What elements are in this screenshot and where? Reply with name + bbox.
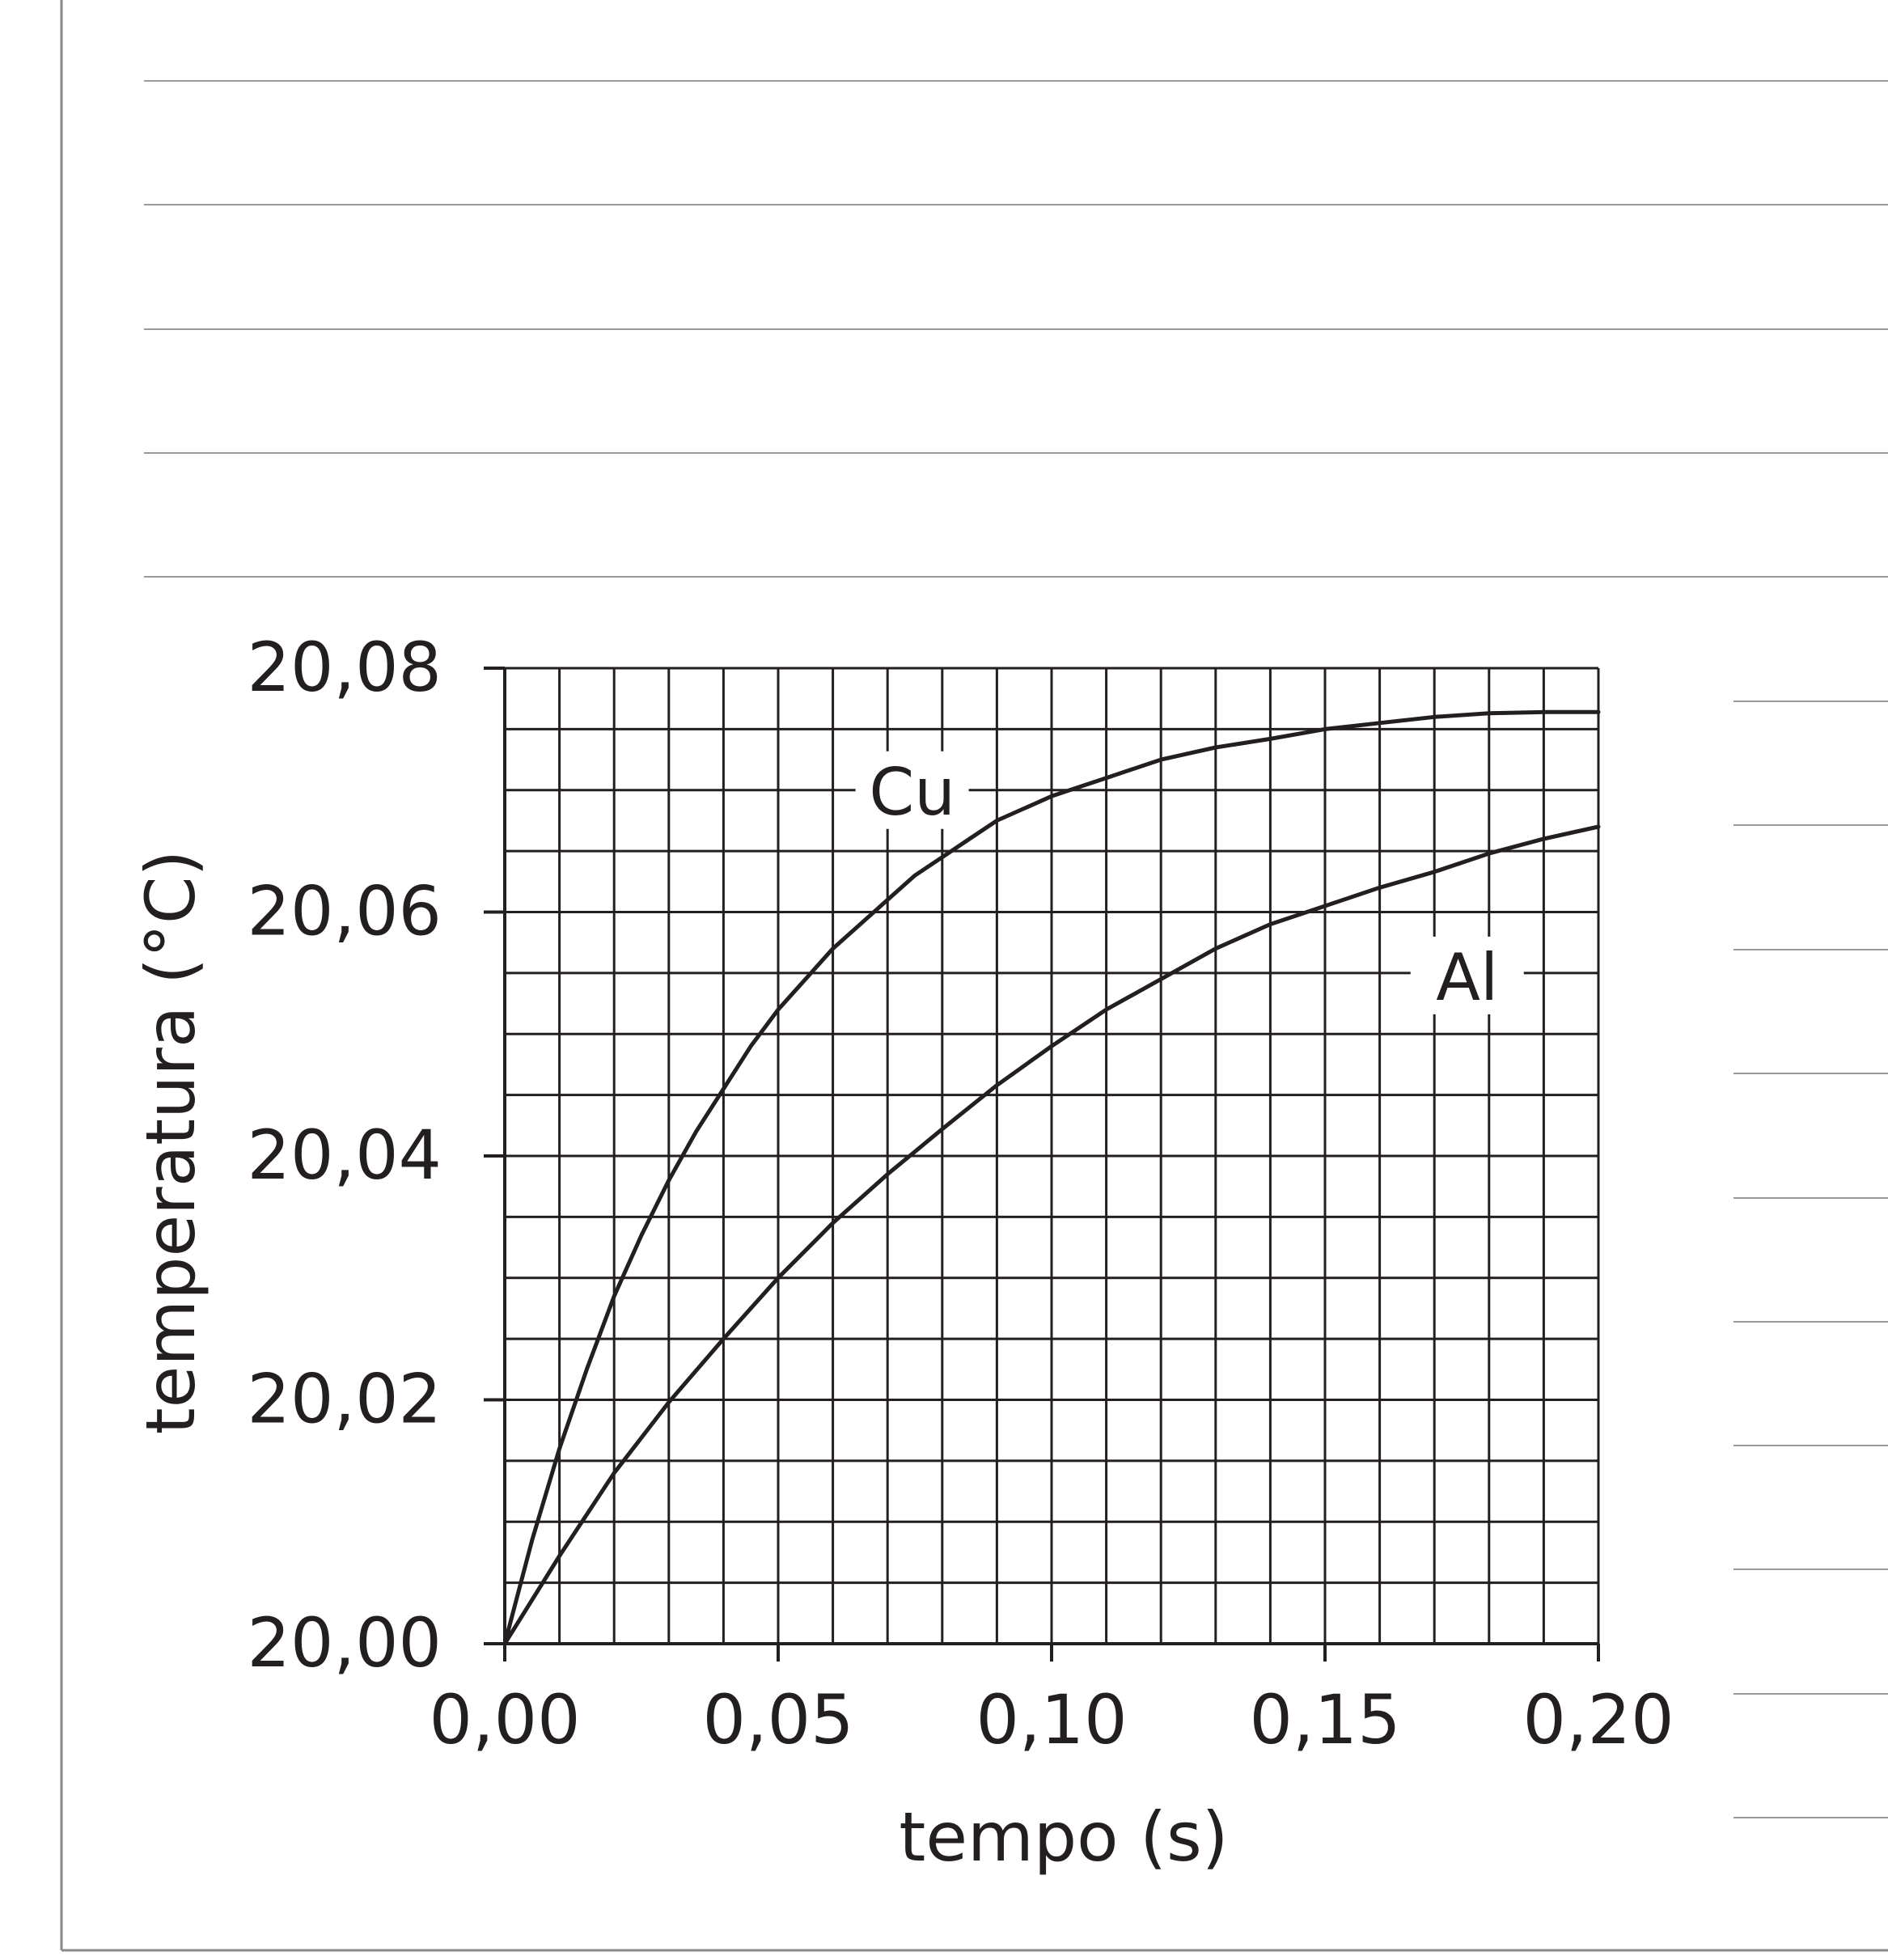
- series-line-cu: [502, 709, 1601, 1646]
- y-tick-label: 20,00: [248, 1603, 442, 1683]
- ruled-lines: [144, 80, 1888, 1818]
- chart-grid: [503, 667, 1600, 1645]
- x-tick-label: 0,00: [429, 1680, 580, 1759]
- y-tick-label: 20,06: [248, 872, 442, 951]
- x-tick-label: 0,15: [1249, 1680, 1400, 1759]
- x-axis-title: tempo (s): [899, 1797, 1228, 1877]
- tick-labels: 0,00 0,05 0,10 0,15 0,20 20,00 20,02 20,04 20,06…: [248, 628, 1674, 1759]
- x-tick-label: 0,10: [976, 1680, 1127, 1759]
- series-line-al: [502, 824, 1601, 1646]
- axis-ticks: [484, 667, 1600, 1662]
- x-tick-label: 0,20: [1522, 1680, 1674, 1759]
- y-tick-label: 20,02: [248, 1360, 442, 1439]
- series-label-bg: [855, 751, 969, 829]
- series-label-al: Al: [1436, 940, 1498, 1015]
- y-axis-title: temperatura (°C): [131, 850, 210, 1435]
- series-lines: [502, 709, 1601, 1646]
- series-label-bg: [1410, 936, 1524, 1014]
- series-label-cu: Cu: [869, 755, 955, 830]
- series-labels: Cu Al: [855, 751, 1524, 1015]
- y-tick-label: 20,08: [248, 628, 442, 707]
- x-tick-label: 0,05: [702, 1680, 853, 1759]
- y-tick-label: 20,04: [248, 1115, 442, 1195]
